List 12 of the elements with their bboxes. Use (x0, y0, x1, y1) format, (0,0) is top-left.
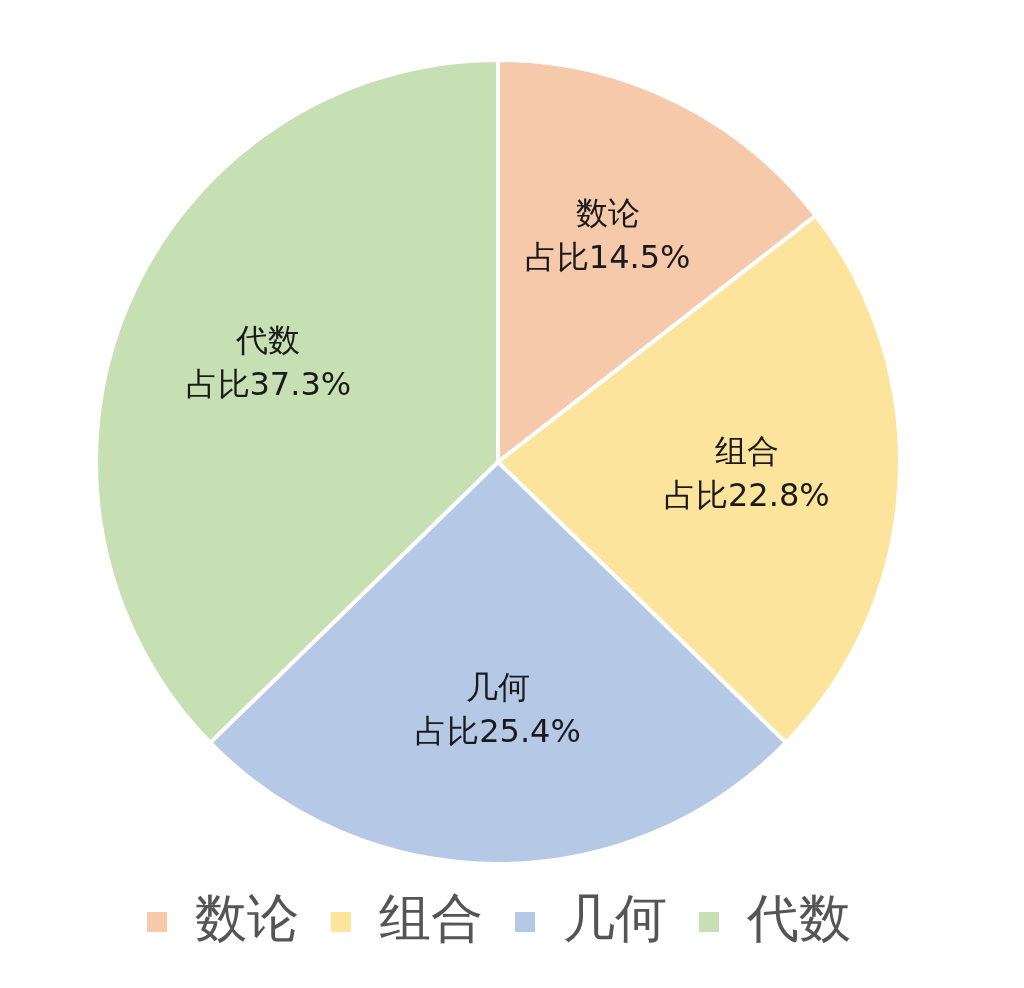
data-label: 占比37.3% (185, 365, 352, 404)
slice-label: 几何 (466, 667, 530, 706)
slice-label: 组合 (714, 432, 779, 471)
slice-label: 代数 (235, 321, 301, 360)
slice-label: 数论 (575, 194, 640, 233)
data-label: 占比25.4% (415, 711, 581, 750)
data-label: 占比14.5% (524, 238, 691, 277)
legend-label: 数论 (195, 887, 299, 948)
data-label: 占比22.8% (664, 476, 830, 515)
legend-label: 代数 (746, 887, 851, 948)
legend-label: 几何 (563, 887, 667, 948)
legend-label: 组合 (379, 887, 483, 948)
